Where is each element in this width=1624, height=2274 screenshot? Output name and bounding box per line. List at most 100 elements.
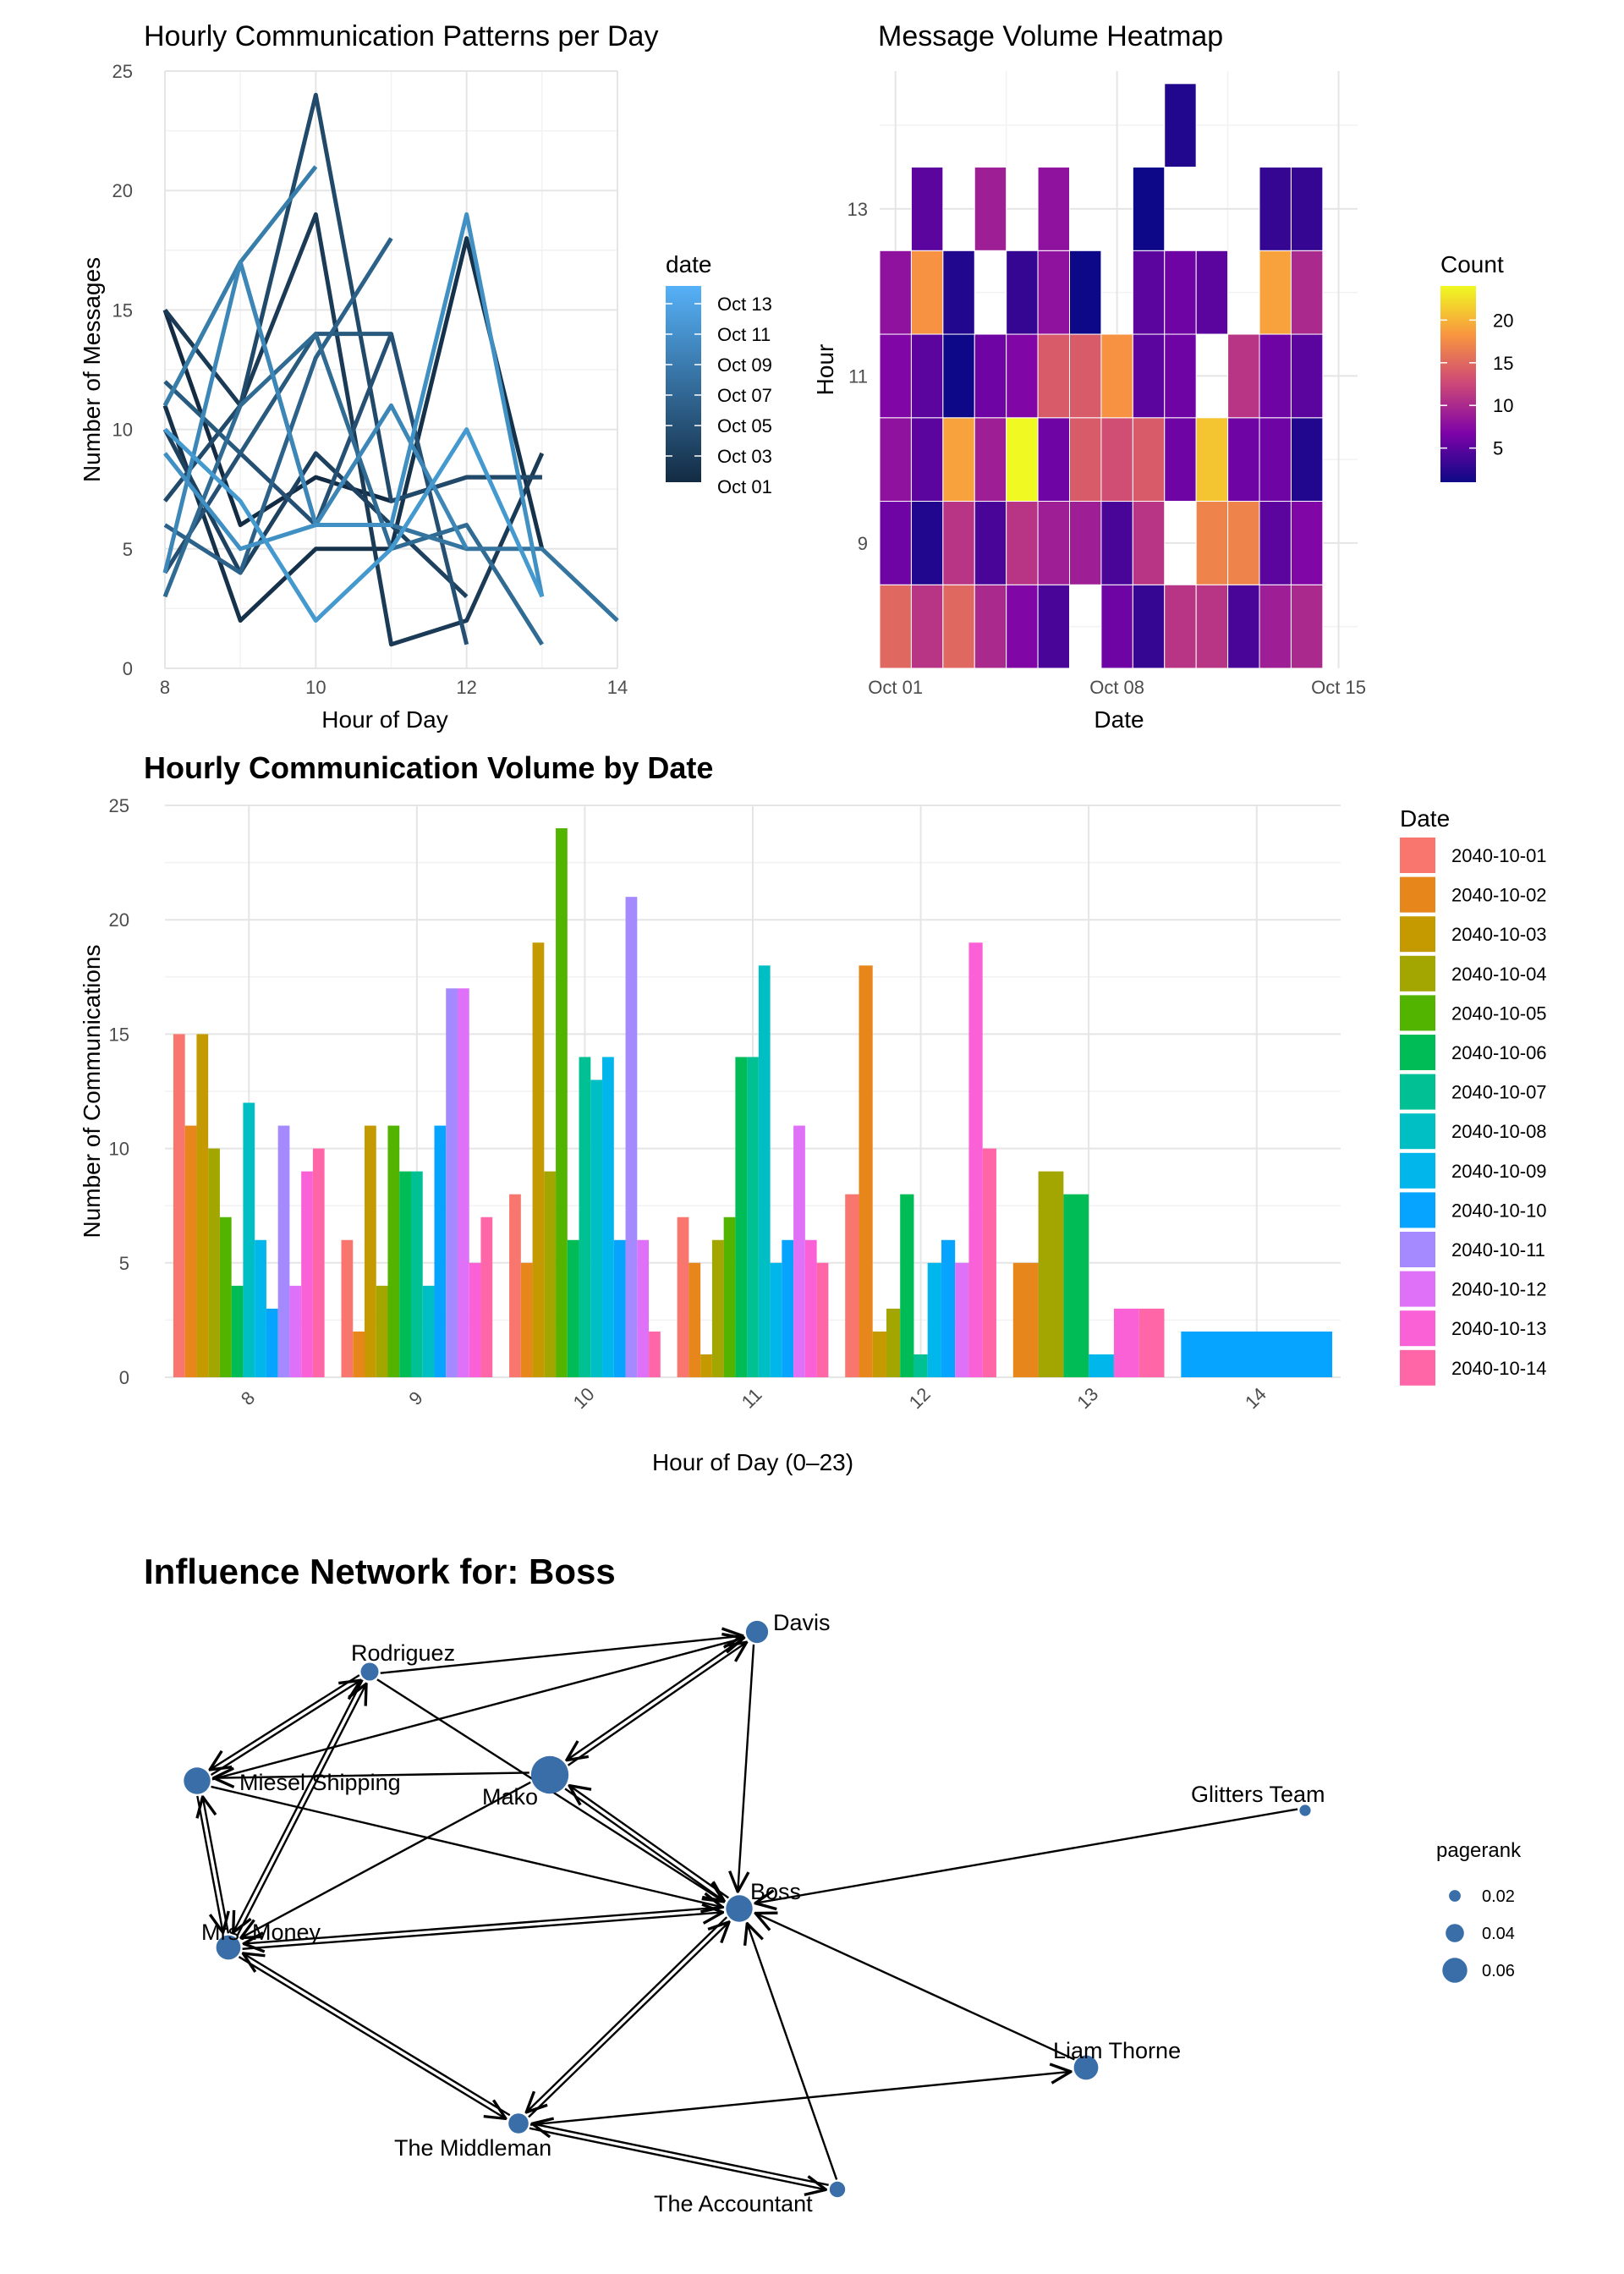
bar-2040-10-01-hour-12 [845,1194,859,1377]
bar-2040-10-08-hour-9 [422,1285,435,1377]
network-node-label: Miesel Shipping [239,1770,401,1795]
heatmap-legend-colorbar [1440,286,1476,482]
heatmap-legend-title: Count [1440,251,1504,277]
bar-legend-label: 2040-10-06 [1451,1042,1547,1063]
bar-legend-label: 2040-10-02 [1451,885,1547,906]
heatmap-cell [1006,333,1039,419]
network-edge-The Middleman-to-Mrs. Money [243,1953,511,2117]
bar-2040-10-13-hour-12 [968,942,983,1377]
bar-2040-10-01-hour-11 [677,1217,689,1377]
bar-x-tick-label: 13 [1073,1383,1102,1413]
bar-chart-x-axis-label: Hour of Day (0–23) [652,1449,853,1475]
line-series-2040-10-09 [162,332,544,646]
heatmap-cell [910,333,944,419]
bar-2040-10-11-hour-9 [446,988,458,1377]
network-legend-title: pagerank [1436,1839,1522,1862]
line-chart-title: Hourly Communication Patterns per Day [144,20,658,52]
network-edge-Glitters Team-to-Boss [755,1808,1298,1903]
bar-chart-bars [173,828,1333,1377]
line-legend-label: Oct 13 [717,294,772,315]
heatmap-cell [910,167,944,251]
heatmap-cell [974,167,1007,251]
network-node-label: Mrs. Money [201,1920,321,1945]
line-x-tick-label: 14 [607,677,628,698]
bar-y-tick-label: 20 [109,909,129,931]
heatmap-cell [1100,584,1133,669]
heatmap-tick-labels: Oct 01 Oct 08 Oct 15 9 11 13 [848,199,1366,698]
bar-legend-swatch [1400,838,1435,873]
bar-2040-10-12-hour-10 [637,1239,650,1377]
bar-2040-10-13-hour-8 [301,1171,313,1377]
network-edge-Mrs. Money-to-Boss [242,1912,723,1950]
network-edge-Miesel Shipping-to-Boss [211,1785,723,1907]
bar-chart-panel: Hourly Communication Volume by Date 0 5 10… [79,750,1547,1475]
network-edge-Boss-to-Mako [569,1786,729,1899]
network-edge-Mako-to-Davis [567,1642,747,1766]
bar-2040-10-06-hour-8 [231,1285,244,1377]
network-node-Glitters Team [1299,1804,1311,1816]
heatmap-cell [942,417,975,503]
network-legend-dot [1446,1924,1464,1942]
network-edge-Mrs. Money-to-Miesel Shipping [203,1797,230,1934]
bar-2040-10-04-hour-8 [208,1148,220,1377]
heatmap-cell [974,584,1007,669]
bar-x-tick-label: 11 [738,1384,766,1413]
line-chart-tick-labels: 0 5 10 15 20 25 8 10 12 14 [112,61,628,698]
bar-x-tick-label: 9 [404,1387,426,1409]
network-edge-Mrs. Money-to-Rodriguez [236,1684,366,1937]
bar-2040-10-06-hour-12 [900,1194,914,1377]
heatmap-cell [1290,167,1324,251]
heatmap-y-tick-label: 13 [848,199,868,220]
network-edge-Miesel Shipping-to-Rodriguez [210,1680,361,1777]
bar-chart-title: Hourly Communication Volume by Date [144,750,713,785]
heatmap-cell [1227,501,1260,585]
bar-2040-10-03-hour-11 [700,1354,712,1377]
heatmap-cell [1132,250,1166,335]
heatmap-cell [1195,250,1229,335]
network-edge-The Accountant-to-Boss [747,1924,838,2180]
bar-2040-10-11-hour-8 [277,1125,290,1377]
bar-x-tick-label: 12 [905,1383,935,1413]
bar-legend-items: 2040-10-01 2040-10-02 2040-10-03 2040-10-04… [1400,838,1547,1386]
network-edges [197,1636,1298,2190]
heatmap-cell [1259,584,1292,669]
bar-y-tick-label: 0 [119,1367,129,1388]
bar-2040-10-07-hour-9 [410,1171,423,1377]
bar-legend-swatch [1400,1035,1435,1070]
bar-chart-legend: Date 2040-10-012040-10-022040-10-032040-… [1400,805,1547,1386]
line-series-2040-10-02 [162,236,545,623]
bar-2040-10-01-hour-8 [173,1034,185,1377]
bar-legend-title: Date [1400,805,1450,832]
network-node-The Accountant [829,2181,846,2198]
heatmap-cell [1132,501,1166,585]
heatmap-cell [1069,417,1102,503]
network-legend-label: 0.04 [1482,1925,1515,1943]
network-node-Rodriguez [360,1662,379,1681]
bar-2040-10-06-hour-11 [735,1057,748,1377]
heatmap-legend-label: 10 [1493,395,1513,416]
bar-2040-10-10-hour-14 [1181,1331,1333,1377]
bar-x-tick-label: 10 [569,1383,599,1413]
network-node-Boss [726,1895,753,1922]
bar-2040-10-13-hour-11 [804,1239,817,1377]
bar-2040-10-05-hour-9 [387,1125,400,1377]
network-node-label: The Middleman [394,2135,551,2161]
heatmap-cell [879,333,912,419]
heatmap-cell [1259,333,1292,419]
bar-2040-10-07-hour-10 [579,1057,591,1377]
bar-2040-10-02-hour-9 [353,1331,365,1377]
line-chart-x-axis-label: Hour of Day [321,706,447,733]
bar-2040-10-09-hour-10 [602,1057,614,1377]
network-node-label: Boss [750,1879,801,1904]
bar-2040-10-07-hour-11 [747,1057,759,1377]
bar-legend-label: 2040-10-10 [1451,1200,1547,1221]
heatmap-cell [879,250,912,335]
heatmap-cell [1037,167,1071,251]
bar-legend-swatch [1400,1232,1435,1267]
line-legend-label: Oct 05 [717,415,772,437]
bar-2040-10-02-hour-10 [520,1262,533,1377]
bar-2040-10-04-hour-10 [544,1171,557,1377]
heatmap-cells [879,83,1324,669]
bar-2040-10-10-hour-11 [782,1239,794,1377]
